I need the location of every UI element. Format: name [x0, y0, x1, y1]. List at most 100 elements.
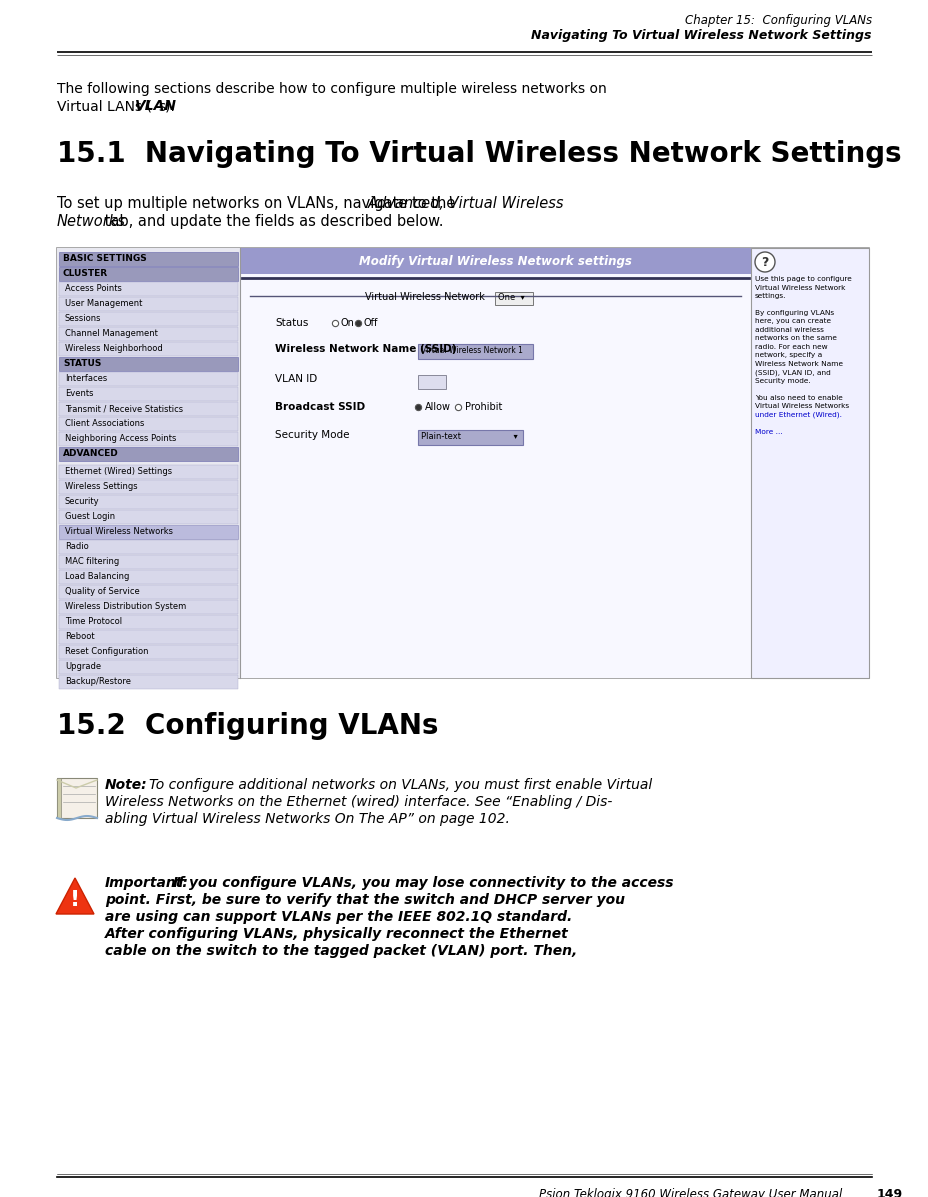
- Text: Quality of Service: Quality of Service: [65, 587, 139, 596]
- Text: tab, and update the fields as described below.: tab, and update the fields as described …: [100, 214, 444, 229]
- Text: Wireless Neighborhood: Wireless Neighborhood: [65, 344, 162, 353]
- Bar: [59, 402, 238, 417]
- Text: Wireless Networks on the Ethernet (wired) interface. See “Enabling / Dis-: Wireless Networks on the Ethernet (wired…: [105, 795, 612, 809]
- Text: Guest Login: Guest Login: [65, 512, 115, 521]
- Text: Client Associations: Client Associations: [65, 419, 144, 429]
- Text: abling Virtual Wireless Networks On The AP” on page 102.: abling Virtual Wireless Networks On The …: [105, 812, 509, 826]
- Text: !: !: [70, 889, 80, 910]
- Text: (SSID), VLAN ID, and: (SSID), VLAN ID, and: [754, 370, 830, 376]
- Bar: [750, 248, 868, 678]
- Text: To set up multiple networks on VLANs, navigate to the: To set up multiple networks on VLANs, na…: [57, 196, 459, 211]
- Text: Use this page to configure: Use this page to configure: [754, 277, 851, 282]
- Text: Wireless Network Name (SSID): Wireless Network Name (SSID): [275, 344, 456, 354]
- Bar: [59, 555, 238, 569]
- Bar: [59, 387, 238, 401]
- Text: Security Mode: Security Mode: [275, 430, 349, 440]
- Bar: [59, 312, 238, 326]
- Bar: [495, 292, 533, 305]
- Bar: [418, 430, 522, 445]
- Text: Neighboring Access Points: Neighboring Access Points: [65, 435, 176, 443]
- Text: under Ethernet (Wired).: under Ethernet (Wired).: [754, 412, 841, 419]
- Bar: [59, 480, 238, 494]
- Text: If you configure VLANs, you may lose connectivity to the access: If you configure VLANs, you may lose con…: [173, 876, 673, 891]
- Text: Broadcast SSID: Broadcast SSID: [275, 402, 365, 412]
- Bar: [59, 267, 238, 281]
- Text: Psion Teklogix 9160 Wireless Gateway User Manual: Psion Teklogix 9160 Wireless Gateway Use…: [538, 1187, 841, 1197]
- Bar: [418, 375, 445, 389]
- Text: More ...: More ...: [754, 429, 782, 435]
- Bar: [59, 417, 238, 431]
- Bar: [59, 253, 238, 266]
- Text: By configuring VLANs: By configuring VLANs: [754, 310, 833, 316]
- Bar: [57, 248, 239, 678]
- Circle shape: [754, 253, 774, 272]
- Bar: [57, 778, 97, 818]
- Bar: [59, 660, 238, 674]
- Text: Chapter 15:  Configuring VLANs: Chapter 15: Configuring VLANs: [684, 14, 871, 28]
- Bar: [418, 344, 533, 359]
- Text: STATUS: STATUS: [63, 359, 101, 367]
- Bar: [59, 496, 238, 509]
- Text: Ethernet (Wired) Settings: Ethernet (Wired) Settings: [65, 467, 172, 476]
- Text: Navigating To Virtual Wireless Network Settings: Navigating To Virtual Wireless Network S…: [531, 29, 871, 42]
- Text: Backup/Restore: Backup/Restore: [65, 678, 131, 686]
- Bar: [59, 600, 238, 614]
- Bar: [59, 327, 238, 341]
- Text: Wireless Distribution System: Wireless Distribution System: [65, 602, 186, 610]
- Bar: [59, 675, 238, 689]
- Text: Virtual Wireless Network: Virtual Wireless Network: [365, 292, 484, 302]
- Text: 15.1  Navigating To Virtual Wireless Network Settings: 15.1 Navigating To Virtual Wireless Netw…: [57, 140, 901, 168]
- Text: Events: Events: [65, 389, 94, 397]
- Text: Virtual Wireless Networks: Virtual Wireless Networks: [754, 403, 848, 409]
- Text: Security mode.: Security mode.: [754, 378, 810, 384]
- Text: settings.: settings.: [754, 293, 786, 299]
- Bar: [59, 510, 238, 524]
- Text: After configuring VLANs, physically reconnect the Ethernet: After configuring VLANs, physically reco…: [105, 926, 568, 941]
- Text: Allow: Allow: [424, 402, 450, 412]
- Bar: [59, 645, 238, 660]
- Text: are using can support VLANs per the IEEE 802.1Q standard.: are using can support VLANs per the IEEE…: [105, 910, 572, 924]
- Text: Plain-text                    ▾: Plain-text ▾: [420, 432, 517, 440]
- Text: Virtual Wireless Network: Virtual Wireless Network: [754, 285, 844, 291]
- Bar: [59, 525, 238, 539]
- Text: Reboot: Reboot: [65, 632, 95, 642]
- Text: Prohibit: Prohibit: [465, 402, 502, 412]
- Text: Virtual Wireless Network 1: Virtual Wireless Network 1: [420, 346, 522, 356]
- Text: Load Balancing: Load Balancing: [65, 572, 129, 581]
- Bar: [57, 778, 61, 818]
- Text: ADVANCED: ADVANCED: [63, 449, 119, 458]
- Text: Networks: Networks: [57, 214, 125, 229]
- Text: Modify Virtual Wireless Network settings: Modify Virtual Wireless Network settings: [359, 255, 631, 267]
- Text: here, you can create: here, you can create: [754, 318, 831, 324]
- Text: Transmit / Receive Statistics: Transmit / Receive Statistics: [65, 405, 183, 413]
- Bar: [59, 630, 238, 644]
- Text: Upgrade: Upgrade: [65, 662, 101, 672]
- Bar: [239, 248, 750, 274]
- Text: MAC filtering: MAC filtering: [65, 557, 119, 566]
- Text: VLAN ID: VLAN ID: [275, 373, 316, 384]
- Text: Wireless Settings: Wireless Settings: [65, 482, 137, 491]
- Bar: [59, 282, 238, 296]
- Text: Virtual LANs (: Virtual LANs (: [57, 99, 152, 113]
- Bar: [59, 372, 238, 385]
- Text: Important:: Important:: [105, 876, 188, 891]
- Text: Time Protocol: Time Protocol: [65, 616, 122, 626]
- Text: Advanced, Virtual Wireless: Advanced, Virtual Wireless: [367, 196, 563, 211]
- Bar: [59, 297, 238, 311]
- Text: s).: s).: [158, 99, 175, 113]
- Text: point. First, be sure to verify that the switch and DHCP server you: point. First, be sure to verify that the…: [105, 893, 625, 907]
- Bar: [59, 540, 238, 554]
- Bar: [57, 248, 868, 678]
- Text: Interfaces: Interfaces: [65, 373, 107, 383]
- Bar: [59, 585, 238, 598]
- Text: The following sections describe how to configure multiple wireless networks on: The following sections describe how to c…: [57, 83, 606, 96]
- Text: On: On: [341, 318, 354, 328]
- Bar: [59, 432, 238, 446]
- Bar: [59, 615, 238, 628]
- Text: Wireless Network Name: Wireless Network Name: [754, 361, 842, 367]
- Text: You also need to enable: You also need to enable: [754, 395, 842, 401]
- Bar: [59, 464, 238, 479]
- Bar: [59, 570, 238, 584]
- Text: Reset Configuration: Reset Configuration: [65, 648, 148, 656]
- Text: networks on the same: networks on the same: [754, 335, 836, 341]
